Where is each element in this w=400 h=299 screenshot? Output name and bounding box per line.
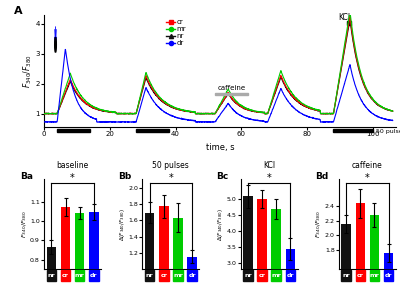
Text: cr: cr: [357, 273, 364, 278]
Circle shape: [55, 37, 56, 52]
Bar: [173, 218, 183, 299]
Text: nr: nr: [146, 273, 154, 278]
Text: mr: mr: [75, 273, 84, 278]
Bar: [215, 93, 248, 95]
Bar: [187, 270, 197, 281]
Title: baseline: baseline: [56, 161, 89, 170]
Text: mr: mr: [370, 273, 379, 278]
Bar: [342, 270, 351, 281]
Y-axis label: $\Delta(F_{340}/F_{380})$: $\Delta(F_{340}/F_{380})$: [118, 208, 127, 241]
Text: Ba: Ba: [20, 172, 33, 181]
Bar: [334, 129, 373, 132]
Bar: [89, 270, 98, 281]
Y-axis label: $\Delta(F_{340}/F_{380})$: $\Delta(F_{340}/F_{380})$: [216, 208, 225, 241]
Legend: cr, mr, nr, dr: cr, mr, nr, dr: [164, 16, 189, 49]
Text: dr: dr: [188, 273, 196, 278]
Bar: [243, 196, 253, 299]
Bar: [342, 224, 351, 299]
Bar: [356, 270, 365, 281]
Bar: [89, 212, 98, 299]
Bar: [272, 270, 281, 281]
Bar: [75, 270, 84, 281]
Bar: [370, 215, 379, 299]
Text: A: A: [14, 6, 23, 16]
Bar: [75, 213, 84, 299]
Bar: [61, 270, 70, 281]
Bar: [57, 129, 90, 132]
Text: nr: nr: [342, 273, 350, 278]
Text: dr: dr: [90, 273, 98, 278]
Text: nr: nr: [244, 273, 252, 278]
Text: KCl: KCl: [338, 13, 350, 22]
Title: 50 pulses: 50 pulses: [152, 161, 189, 170]
Bar: [136, 129, 169, 132]
Text: *: *: [365, 173, 370, 183]
Bar: [61, 207, 70, 299]
Bar: [384, 253, 394, 299]
Bar: [145, 213, 154, 299]
Bar: [145, 270, 154, 281]
X-axis label: time, s: time, s: [206, 143, 234, 152]
Bar: [286, 270, 295, 281]
Text: Bc: Bc: [216, 172, 229, 181]
Bar: [173, 270, 183, 281]
Text: mr: mr: [271, 273, 281, 278]
Y-axis label: $F_{340}/F_{380}$: $F_{340}/F_{380}$: [20, 210, 28, 238]
Y-axis label: $F_{340}/F_{380}$: $F_{340}/F_{380}$: [22, 54, 34, 88]
Bar: [257, 199, 267, 299]
Y-axis label: $F_{340}/F_{380}$: $F_{340}/F_{380}$: [314, 210, 323, 238]
Text: cr: cr: [62, 273, 69, 278]
Text: mr: mr: [173, 273, 183, 278]
Text: dr: dr: [385, 273, 392, 278]
Bar: [243, 270, 253, 281]
Text: nr: nr: [48, 273, 55, 278]
Bar: [257, 270, 267, 281]
Text: Bb: Bb: [118, 172, 132, 181]
Text: Bd: Bd: [315, 172, 328, 181]
Bar: [46, 247, 56, 299]
Bar: [46, 270, 56, 281]
Title: KCl: KCl: [263, 161, 275, 170]
Bar: [159, 270, 168, 281]
Bar: [286, 249, 295, 299]
Text: caffeine: caffeine: [218, 86, 246, 91]
Bar: [187, 257, 197, 299]
Text: dr: dr: [286, 273, 294, 278]
Text: cr: cr: [259, 273, 266, 278]
Text: 50 pulses: 50 pulses: [376, 129, 400, 134]
Bar: [384, 270, 394, 281]
Bar: [356, 203, 365, 299]
Bar: [370, 270, 379, 281]
Text: *: *: [70, 173, 75, 183]
Bar: [272, 209, 281, 299]
Title: caffeine: caffeine: [352, 161, 383, 170]
Text: *: *: [267, 173, 272, 183]
Text: *: *: [168, 173, 173, 183]
Bar: [159, 206, 168, 299]
Text: cr: cr: [160, 273, 167, 278]
